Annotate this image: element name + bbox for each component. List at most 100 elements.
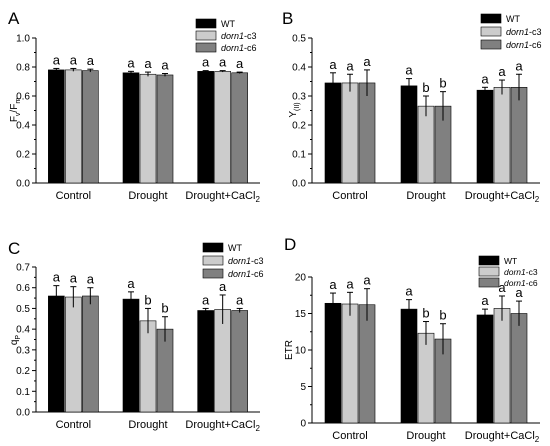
legend-label: WT <box>504 256 517 266</box>
bar <box>65 296 82 413</box>
y-tick-label: 0.4 <box>16 121 30 132</box>
panel-letter: B <box>282 9 293 28</box>
y-tick-label: 0.2 <box>292 121 306 132</box>
x-tick-label: Drought <box>406 190 445 202</box>
y-axis-label: ETR <box>284 340 295 360</box>
y-axis-label: Y(II) <box>288 102 301 117</box>
x-tick-label: Control <box>56 190 91 202</box>
bar <box>476 314 494 424</box>
bar <box>400 308 418 424</box>
y-tick-label: 0.0 <box>292 179 306 190</box>
significance-letter: a <box>70 271 78 286</box>
bar <box>214 309 231 413</box>
y-tick-label: 0.5 <box>16 304 30 315</box>
y-tick-label: 0.2 <box>16 366 30 377</box>
y-tick-label: 1.0 <box>16 34 30 45</box>
legend-label: WT <box>228 243 242 253</box>
y-tick-label: 0.3 <box>292 92 306 103</box>
x-tick-label: Drought <box>128 419 167 431</box>
significance-letter: a <box>87 53 95 68</box>
significance-letter: b <box>439 308 446 323</box>
legend-swatch <box>480 26 502 37</box>
bar <box>65 69 82 184</box>
bar <box>82 295 99 413</box>
significance-letter: a <box>481 293 489 308</box>
bar <box>231 72 248 184</box>
bar <box>493 87 511 184</box>
bar <box>214 71 231 184</box>
significance-letter: a <box>219 55 227 70</box>
significance-letter: b <box>161 301 168 316</box>
legend-label: dorn1-c6 <box>504 278 538 288</box>
legend-swatch <box>195 42 217 53</box>
significance-letter: b <box>439 76 446 91</box>
legend-label: dorn1-c6 <box>228 269 264 279</box>
x-tick-label: Control <box>56 419 91 431</box>
legend-swatch <box>478 277 500 288</box>
legend-swatch <box>202 268 224 279</box>
y-tick-label: 0.6 <box>16 92 30 103</box>
significance-letter: b <box>422 306 429 321</box>
y-axis-label: Fv/Fm <box>9 98 22 123</box>
significance-letter: a <box>498 280 506 295</box>
x-tick-label: Drought+CaCl2 <box>185 419 260 433</box>
bar <box>417 105 435 184</box>
y-tick-label: 0.3 <box>16 345 30 356</box>
y-tick-label: 0.1 <box>292 150 306 161</box>
bar <box>122 298 140 413</box>
x-tick-label: Control <box>332 430 367 442</box>
bar <box>197 310 214 413</box>
y-tick-label: 0.8 <box>16 63 30 74</box>
legend-label: dorn1-c6 <box>221 43 257 53</box>
legend-swatch <box>478 255 500 266</box>
bar <box>417 332 435 424</box>
significance-letter: a <box>53 270 61 285</box>
bar <box>493 308 511 424</box>
legend-swatch <box>195 30 217 41</box>
y-tick-label: 0.0 <box>16 179 30 190</box>
x-tick-label: Control <box>332 190 367 202</box>
panel-letter: C <box>8 239 20 258</box>
y-tick-label: 0.0 <box>16 408 30 419</box>
bar <box>358 304 376 424</box>
bar <box>197 71 214 184</box>
y-tick-label: 20 <box>295 273 307 284</box>
bar <box>48 69 65 184</box>
y-tick-label: 0.6 <box>16 283 30 294</box>
x-tick-label: Drought <box>406 430 445 442</box>
significance-letter: a <box>363 273 371 288</box>
significance-letter: a <box>127 55 135 70</box>
significance-letter: a <box>127 276 135 291</box>
bar <box>510 313 528 424</box>
bar <box>82 70 99 184</box>
significance-letter: b <box>144 292 151 307</box>
significance-letter: a <box>515 285 523 300</box>
bar <box>324 302 342 424</box>
bar <box>341 82 359 184</box>
significance-letter: a <box>498 64 506 79</box>
y-tick-label: 0.2 <box>16 150 30 161</box>
y-tick-label: 10 <box>295 346 307 357</box>
significance-letter: a <box>70 52 78 67</box>
legend-label: dorn1-c6 <box>506 40 542 50</box>
significance-letter: a <box>236 292 244 307</box>
bar <box>341 303 359 424</box>
bar <box>139 320 157 413</box>
y-tick-label: 0.7 <box>16 263 30 274</box>
bar <box>139 73 157 184</box>
y-axis-label: qP <box>9 335 22 346</box>
significance-letter: b <box>422 80 429 95</box>
bar <box>510 87 528 184</box>
significance-letter: a <box>405 284 413 299</box>
significance-letter: a <box>329 277 337 292</box>
significance-letter: a <box>515 58 523 73</box>
x-tick-label: Drought+CaCl2 <box>465 190 540 204</box>
y-tick-label: 0.1 <box>16 387 30 398</box>
panel-a: A0.00.20.40.60.81.0Fv/Fma a aa a aa a aControl… <box>8 9 260 204</box>
y-tick-label: 0 <box>300 419 306 430</box>
legend-label: dorn1-c3 <box>506 27 542 37</box>
legend-swatch <box>480 13 502 24</box>
bar <box>48 295 65 413</box>
x-tick-label: Drought <box>128 190 167 202</box>
